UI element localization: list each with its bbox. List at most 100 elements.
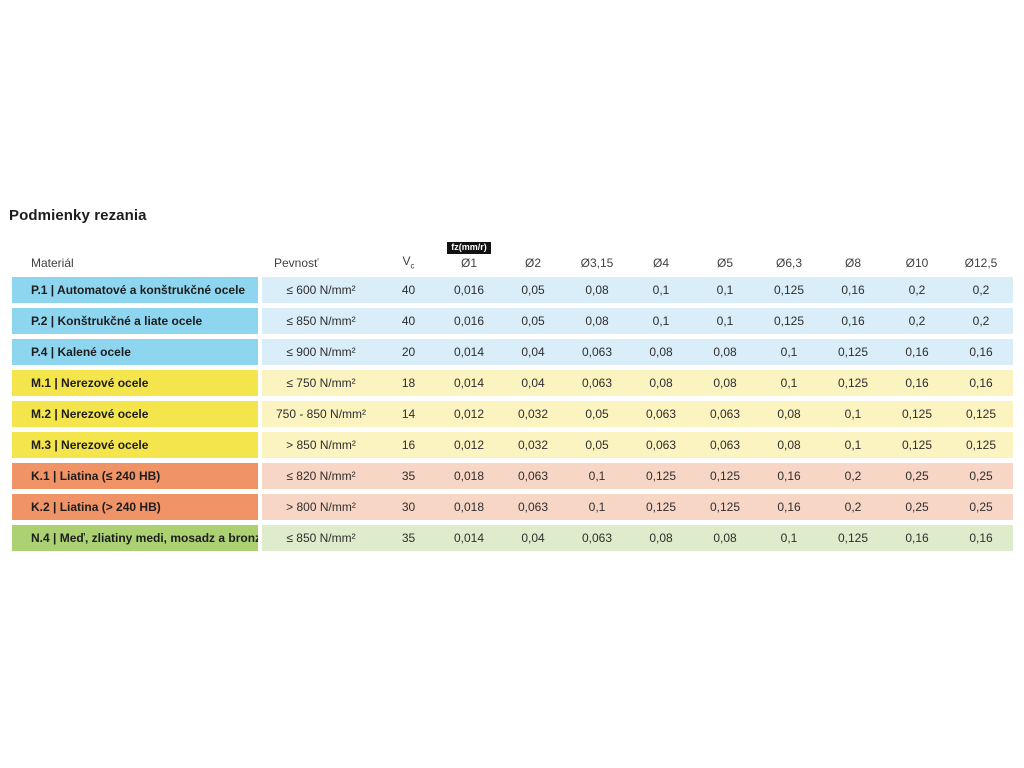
cutting-conditions-table: Materiál Pevnosť Vc fz(mm/r) Ø1 Ø2 Ø3,15 Ø4 Ø… — [12, 236, 1013, 556]
fz-value-cell: 0,063 — [517, 469, 549, 483]
fz-value-cell: 0,1 — [844, 407, 862, 421]
table-body: P.1 | Automatové a konštrukčné ocele ≤ 60… — [12, 277, 1013, 551]
fz-value-cell: 0,16 — [841, 283, 865, 297]
fz-value-cell: 0,125 — [773, 314, 805, 328]
material-cell: M.3 | Nerezové ocele — [12, 432, 258, 458]
fz-value-cell: 0,05 — [585, 438, 609, 452]
fz-value-cell: 0,016 — [453, 314, 485, 328]
fz-value-cell: 0,08 — [585, 283, 609, 297]
header-diameter-label: Ø2 — [524, 256, 541, 270]
fz-value-cell: 0,1 — [780, 531, 798, 545]
material-cell: K.2 | Liatina (> 240 HB) — [12, 494, 258, 520]
fz-value-cell: 0,032 — [517, 438, 549, 452]
pevnost-cell: ≤ 900 N/mm² — [286, 345, 356, 359]
fz-value-cell: 0,16 — [905, 531, 929, 545]
page-title: Podmienky rezania — [9, 207, 147, 224]
table-row: M.3 | Nerezové ocele > 850 N/mm² 16 0,012 0,… — [12, 432, 1013, 458]
header-diameter: Ø10 — [885, 236, 949, 270]
fz-value-cell: 0,16 — [777, 500, 801, 514]
fz-value-cell: 0,125 — [709, 469, 741, 483]
header-diameter: Ø12,5 — [949, 236, 1013, 270]
material-cell: P.1 | Automatové a konštrukčné ocele — [12, 277, 258, 303]
fz-value-cell: 0,08 — [585, 314, 609, 328]
fz-value-cell: 0,05 — [521, 283, 545, 297]
fz-value-cell: 0,2 — [972, 283, 990, 297]
row-values: ≤ 820 N/mm² 35 0,018 0,063 0,1 0,125 0,125 0,16… — [262, 463, 1013, 489]
table-row: K.2 | Liatina (> 240 HB) > 800 N/mm² 30 0,0… — [12, 494, 1013, 520]
fz-value-cell: 0,063 — [581, 345, 613, 359]
table-row: P.4 | Kalené ocele ≤ 900 N/mm² 20 0,014 0,04… — [12, 339, 1013, 365]
row-values: 750 - 850 N/mm² 14 0,012 0,032 0,05 0,063 0,06… — [262, 401, 1013, 427]
header-diameter: Ø3,15 — [565, 236, 629, 270]
fz-value-cell: 0,125 — [965, 438, 997, 452]
table-header-row: Materiál Pevnosť Vc fz(mm/r) Ø1 Ø2 Ø3,15 Ø4 Ø… — [12, 236, 1013, 270]
pevnost-cell: ≤ 820 N/mm² — [286, 469, 356, 483]
material-cell: K.1 | Liatina (≤ 240 HB) — [12, 463, 258, 489]
header-diameter-label: Ø1 — [460, 256, 477, 270]
fz-value-cell: 0,063 — [581, 376, 613, 390]
fz-value-cell: 0,063 — [709, 407, 741, 421]
fz-value-cell: 0,16 — [969, 345, 993, 359]
header-diameter: Ø8 — [821, 236, 885, 270]
vc-cell: 35 — [401, 531, 416, 545]
fz-value-cell: 0,08 — [649, 376, 673, 390]
header-pevnost: Pevnosť — [262, 236, 380, 270]
fz-value-cell: 0,16 — [777, 469, 801, 483]
pevnost-cell: ≤ 850 N/mm² — [286, 314, 356, 328]
row-values: ≤ 850 N/mm² 40 0,016 0,05 0,08 0,1 0,1 0,125 0,1… — [262, 308, 1013, 334]
pevnost-cell: ≤ 750 N/mm² — [286, 376, 356, 390]
header-diameter: Ø5 — [693, 236, 757, 270]
material-cell: P.2 | Konštrukčné a liate ocele — [12, 308, 258, 334]
fz-value-cell: 0,125 — [837, 531, 869, 545]
fz-value-cell: 0,2 — [908, 283, 926, 297]
header-vc: Vc — [380, 236, 437, 270]
header-vc-label: Vc — [402, 253, 415, 270]
fz-value-cell: 0,1 — [716, 314, 734, 328]
row-values: > 850 N/mm² 16 0,012 0,032 0,05 0,063 0,063 0,0… — [262, 432, 1013, 458]
fz-value-cell: 0,16 — [841, 314, 865, 328]
fz-value-cell: 0,125 — [645, 500, 677, 514]
fz-value-cell: 0,063 — [645, 407, 677, 421]
table-row: P.1 | Automatové a konštrukčné ocele ≤ 60… — [12, 277, 1013, 303]
header-diameter-label: Ø5 — [716, 256, 733, 270]
fz-value-cell: 0,16 — [905, 376, 929, 390]
fz-value-cell: 0,16 — [905, 345, 929, 359]
fz-value-cell: 0,08 — [777, 407, 801, 421]
fz-value-cell: 0,014 — [453, 345, 485, 359]
table-row: P.2 | Konštrukčné a liate ocele ≤ 850 N/m… — [12, 308, 1013, 334]
fz-value-cell: 0,063 — [645, 438, 677, 452]
fz-value-cell: 0,16 — [969, 531, 993, 545]
pevnost-cell: > 800 N/mm² — [286, 500, 356, 514]
material-cell: M.2 | Nerezové ocele — [12, 401, 258, 427]
fz-value-cell: 0,125 — [901, 407, 933, 421]
fz-value-cell: 0,25 — [905, 500, 929, 514]
fz-value-cell: 0,018 — [453, 469, 485, 483]
fz-value-cell: 0,1 — [652, 314, 670, 328]
header-diameter: Ø6,3 — [757, 236, 821, 270]
row-values: ≤ 900 N/mm² 20 0,014 0,04 0,063 0,08 0,08 0,1 0,… — [262, 339, 1013, 365]
fz-value-cell: 0,1 — [588, 500, 606, 514]
fz-value-cell: 0,063 — [709, 438, 741, 452]
fz-value-cell: 0,063 — [517, 500, 549, 514]
vc-cell: 20 — [401, 345, 416, 359]
fz-value-cell: 0,1 — [652, 283, 670, 297]
vc-cell: 35 — [401, 469, 416, 483]
table-row: N.4 | Meď, zliatiny medi, mosadz a bronz… — [12, 525, 1013, 551]
row-values: ≤ 850 N/mm² 35 0,014 0,04 0,063 0,08 0,08 0,1 0,… — [262, 525, 1013, 551]
pevnost-cell: > 850 N/mm² — [286, 438, 356, 452]
header-diameter-label: Ø10 — [905, 256, 929, 270]
vc-cell: 16 — [401, 438, 416, 452]
fz-value-cell: 0,125 — [965, 407, 997, 421]
fz-value-cell: 0,032 — [517, 407, 549, 421]
fz-value-cell: 0,25 — [969, 500, 993, 514]
header-diameter-label: Ø3,15 — [580, 256, 614, 270]
fz-unit-badge: fz(mm/r) — [447, 242, 491, 254]
fz-value-cell: 0,014 — [453, 531, 485, 545]
fz-value-cell: 0,2 — [844, 500, 862, 514]
row-values: ≤ 600 N/mm² 40 0,016 0,05 0,08 0,1 0,1 0,125 0,1… — [262, 277, 1013, 303]
fz-value-cell: 0,04 — [521, 345, 545, 359]
vc-cell: 30 — [401, 500, 416, 514]
fz-value-cell: 0,125 — [901, 438, 933, 452]
material-cell: M.1 | Nerezové ocele — [12, 370, 258, 396]
